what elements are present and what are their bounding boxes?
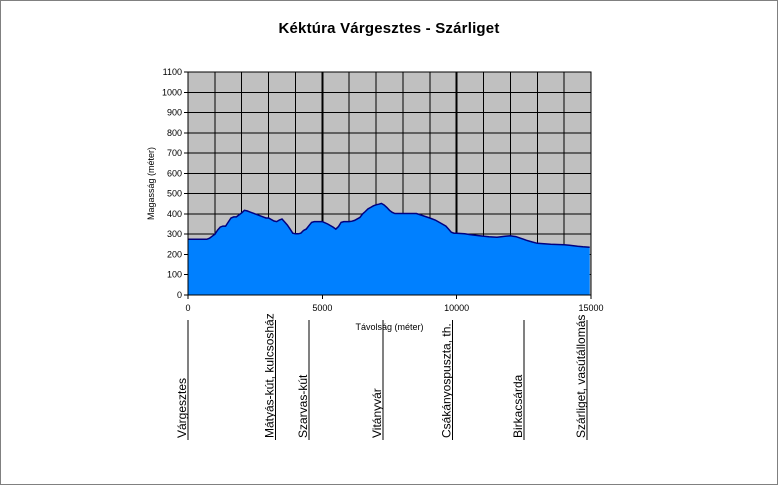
waypoint-label: Csákányospuszta, th.	[440, 323, 454, 438]
y-tick-label: 500	[167, 189, 182, 199]
x-axis-label: Távolság (méter)	[355, 322, 423, 332]
waypoint-label: Vitányvár	[370, 388, 384, 438]
waypoint-label: Birkacsárda	[511, 374, 525, 438]
y-tick-label: 700	[167, 148, 182, 158]
waypoint-label: Mátyás-kút, kulcsosház	[262, 313, 276, 438]
y-axis-ticks: 0 100 200 300 400 500 600 700 800 900 1000 1100	[162, 67, 188, 300]
y-tick-label: 1000	[162, 87, 182, 97]
chart-title: Kéktúra Várgesztes - Szárliget	[278, 20, 500, 37]
y-tick-label: 600	[167, 168, 182, 178]
y-axis-label: Magasság (méter)	[146, 147, 156, 220]
y-tick-label: 200	[167, 249, 182, 259]
waypoint-label: Várgesztes	[175, 378, 189, 438]
x-tick-label: 10000	[444, 303, 469, 313]
x-tick-label: 0	[185, 303, 190, 313]
y-tick-label: 900	[167, 108, 182, 118]
elevation-area	[188, 203, 590, 295]
y-tick-label: 0	[177, 290, 182, 300]
y-tick-label: 100	[167, 270, 182, 280]
waypoint-label: Szárliget, vasútállomás	[574, 315, 588, 438]
plot-border	[187, 71, 592, 296]
y-tick-label: 800	[167, 128, 182, 138]
waypoint-label: Szarvas-kút	[296, 374, 310, 438]
y-tick-label: 1100	[163, 67, 182, 77]
y-tick-label: 400	[167, 209, 182, 219]
x-tick-label: 15000	[578, 303, 603, 313]
x-tick-label: 5000	[312, 303, 332, 313]
x-axis-ticks: 0 5000 10000 15000	[185, 295, 604, 313]
y-tick-label: 300	[167, 229, 182, 239]
elevation-line	[188, 202, 590, 248]
waypoint-markers: Várgesztes Mátyás-kút, kulcsosház Szarvas-…	[175, 313, 588, 440]
